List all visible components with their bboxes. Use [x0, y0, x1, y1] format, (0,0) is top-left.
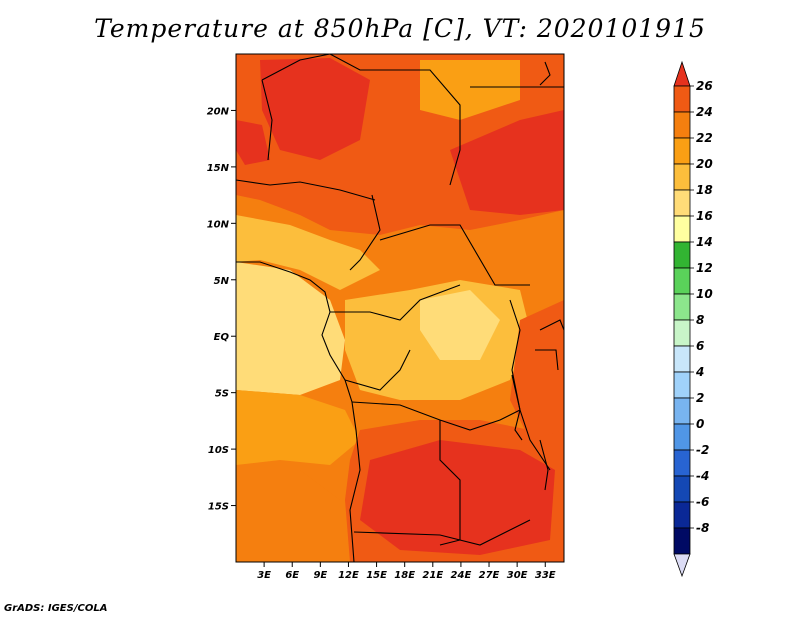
grads-credit: GrADS: IGES/COLA [4, 603, 108, 614]
colorbar-label: 14 [696, 235, 713, 249]
y-axis: 20N 15N 10N 5N EQ 5S 10S 15S [207, 106, 236, 513]
colorbar-label: 24 [696, 105, 713, 119]
x-tick-label: 3E [257, 570, 271, 581]
colorbar-label: 20 [696, 157, 713, 171]
colorbar-label: 6 [696, 339, 704, 353]
x-tick-label: 33E [535, 570, 556, 581]
border-car [379, 224, 530, 286]
border-rift [509, 299, 551, 471]
colorbar-label: -6 [696, 495, 709, 509]
x-tick-label: 24E [451, 570, 472, 581]
zone-congo-16 [420, 290, 500, 360]
colorbar-box [673, 319, 691, 347]
colorbar-label: 12 [696, 261, 713, 275]
y-tick-label: 5S [215, 389, 229, 400]
colorbar-box [673, 501, 691, 529]
colorbar-box [673, 371, 691, 399]
y-tick-label: 15N [207, 163, 230, 174]
x-tick-label: 30E [507, 570, 528, 581]
zone-angola-coast-20 [236, 390, 360, 465]
borders [236, 54, 564, 562]
colorbar-box [673, 267, 691, 295]
y-tick-label: 10N [207, 219, 230, 230]
border-congo-n [330, 284, 461, 321]
colorbar-label: 22 [696, 131, 713, 145]
zone-sudan-26 [450, 110, 564, 215]
colorbar-box [673, 215, 691, 243]
colorbar-top-triangle [673, 60, 691, 87]
y-tick-label: 5N [214, 276, 230, 287]
zone-atlantic-16 [236, 262, 345, 395]
zone-libya-20 [420, 60, 520, 120]
colorbar-box [673, 527, 691, 555]
colorbar-box [673, 111, 691, 139]
colorbar-box [673, 345, 691, 373]
zone-east-24 [510, 300, 564, 440]
colorbar-box [673, 293, 691, 321]
nile-border [539, 61, 551, 86]
x-tick-label: 21E [422, 570, 443, 581]
colorbar-label: 18 [696, 183, 713, 197]
zone-west-26 [236, 120, 270, 165]
x-tick-label: 6E [285, 570, 299, 581]
colorbar-box [673, 423, 691, 451]
y-tick-label: 20N [207, 106, 230, 117]
colorbar-box [673, 397, 691, 425]
zone-south-26 [360, 440, 555, 555]
x-tick-label: 18E [394, 570, 415, 581]
colorbar-box [673, 85, 691, 113]
border-congo-s [344, 349, 411, 391]
zone-coast-18 [236, 215, 380, 290]
colorbar-label: -8 [696, 521, 709, 535]
x-tick-label: 27E [479, 570, 500, 581]
colorbar-bottom-triangle [673, 553, 691, 578]
colorbar-box [673, 475, 691, 503]
border-angola-zambia [439, 420, 461, 546]
colorbar-label: 4 [695, 365, 704, 379]
temperature-field [236, 54, 564, 562]
border-niger-chad [329, 54, 461, 186]
colorbar-label: 0 [696, 417, 704, 431]
colorbar-label: -2 [696, 443, 709, 457]
zone-sw-22 [236, 470, 340, 562]
map-frame [235, 53, 565, 563]
colorbar-box [673, 241, 691, 269]
x-axis: 3E 6E 9E 12E 15E 18E 21E 24E 27E 30E 33E [257, 562, 556, 581]
x-tick-label: 9E [313, 570, 327, 581]
colorbar-label: 2 [696, 391, 704, 405]
colorbar-label: -4 [696, 469, 709, 483]
colorbar-label: 8 [696, 313, 704, 327]
zone-sahara-26 [260, 58, 370, 160]
border-sahel [236, 179, 376, 201]
x-tick-label: 12E [338, 570, 359, 581]
y-tick-label: EQ [214, 332, 230, 343]
y-tick-label: 10S [208, 445, 229, 456]
colorbar-label: 16 [696, 209, 713, 223]
lake-tanganyika [511, 374, 549, 491]
border-cameroon [349, 194, 381, 271]
colorbar-box [673, 189, 691, 217]
lake-victoria [535, 319, 564, 371]
border-drc-angola [351, 401, 521, 431]
x-tick-label: 15E [366, 570, 387, 581]
coastline [236, 261, 361, 562]
colorbar-label: 10 [696, 287, 713, 301]
y-tick-label: 15S [208, 502, 229, 513]
border-north-west [261, 54, 331, 161]
colorbar-box [673, 163, 691, 191]
border-namibia [353, 519, 531, 546]
colorbar-label: 26 [696, 79, 713, 93]
map-title: Temperature at 850hPa [C], VT: 202010191… [94, 14, 706, 43]
colorbar-box [673, 137, 691, 165]
colorbar-box [673, 449, 691, 477]
